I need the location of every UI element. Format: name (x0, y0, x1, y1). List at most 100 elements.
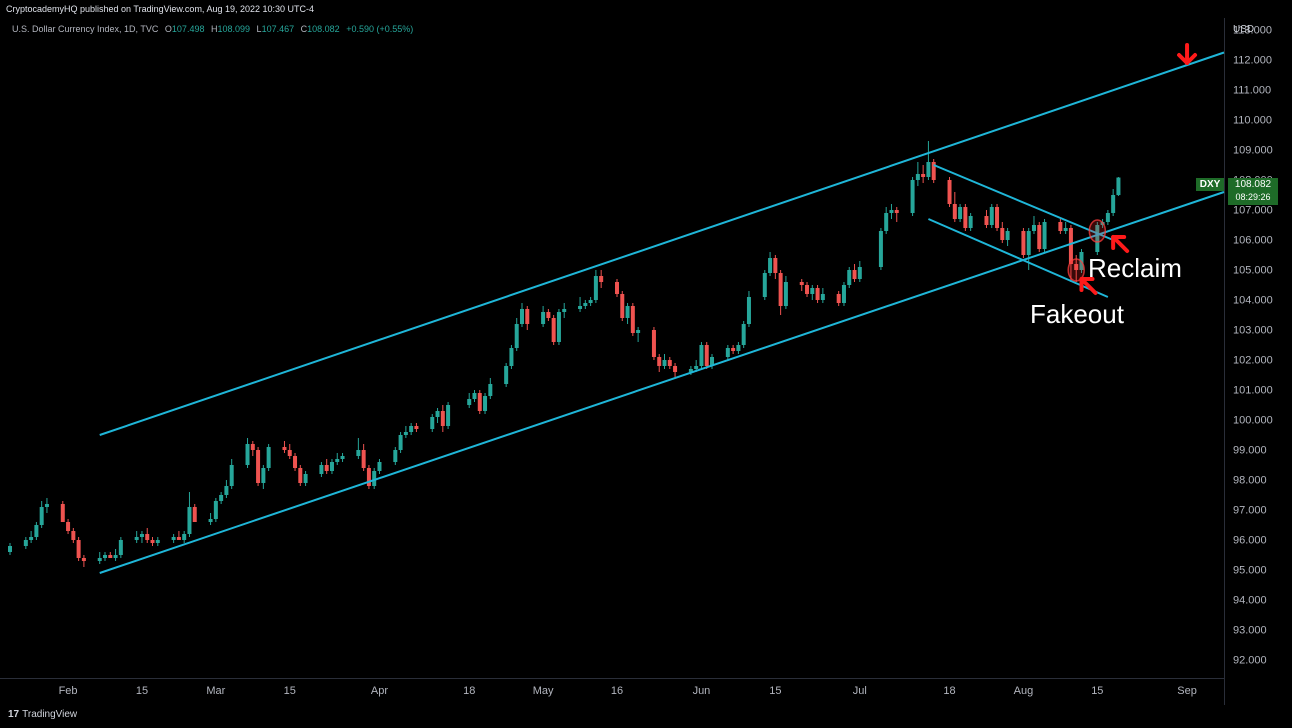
reclaim-circle (1088, 219, 1107, 243)
candle-body (409, 426, 414, 432)
candle (192, 504, 197, 522)
candle (97, 552, 102, 564)
candle (430, 414, 435, 432)
candle-body (483, 396, 488, 411)
candle-body (356, 450, 361, 456)
candle (393, 447, 398, 465)
candle-body (741, 324, 746, 345)
candle (662, 354, 667, 369)
candle-body (541, 312, 546, 324)
candle (588, 297, 593, 306)
tradingview-brand: TradingView (22, 709, 78, 720)
candle (261, 465, 266, 489)
price-axis[interactable]: 92.000 93.000 94.000 95.000 96.000 97.000 98.0… (1233, 25, 1273, 667)
candle-body (467, 399, 472, 405)
candle (578, 297, 583, 312)
candle (878, 228, 883, 270)
price-tick-label: 109.000 (1233, 145, 1273, 157)
candle (182, 531, 187, 543)
price-tick-label: 110.000 (1233, 115, 1272, 127)
candle-body (952, 204, 957, 219)
candle (889, 204, 894, 219)
symbol-description: U.S. Dollar Currency Index, 1D, TVC (12, 24, 159, 34)
candle-body (799, 282, 804, 285)
candle-body (805, 285, 810, 294)
candle (23, 537, 28, 549)
candle-body (984, 216, 989, 225)
candle (324, 459, 329, 474)
candle (736, 342, 741, 354)
candle-body (1058, 222, 1063, 231)
fakeout-arrow (1079, 277, 1098, 295)
candle (134, 531, 139, 543)
tradingview-mark-icon: 17 (8, 709, 20, 720)
candle-body (266, 447, 271, 468)
candle-body (118, 540, 123, 555)
candle-body (667, 360, 672, 366)
candle-body (446, 405, 451, 426)
candle (884, 207, 889, 234)
candle-body (926, 162, 931, 177)
candle (488, 378, 493, 399)
candle (409, 423, 414, 435)
candle-body (947, 180, 952, 204)
trendlines[interactable] (99, 51, 1225, 574)
candle-body (435, 411, 440, 417)
candle (841, 282, 846, 306)
candle (356, 438, 361, 459)
candle-body (562, 309, 567, 312)
candle-body (625, 306, 630, 318)
candle (620, 291, 625, 321)
candle-body (1068, 228, 1073, 264)
candle (176, 531, 181, 540)
candle (583, 300, 588, 309)
candle-body (1111, 195, 1116, 213)
time-axis[interactable]: Feb 15 Mar 15 Apr 18 May 16 Jun 15 Jul 18 Aug 15 Sep (59, 685, 1197, 697)
candle (446, 402, 451, 429)
price-tick-label: 92.000 (1233, 655, 1267, 667)
time-tick-label: 15 (1091, 685, 1103, 697)
candle-body (894, 210, 899, 213)
candle-body (377, 462, 382, 471)
publish-bar: CryptocademyHQ published on TradingView.… (0, 0, 1292, 18)
candle-body (519, 309, 524, 324)
candle (1068, 225, 1073, 282)
time-tick-label: Jul (853, 685, 867, 697)
ohlc-close-label: C (300, 24, 308, 34)
time-tick-label: Feb (59, 685, 78, 697)
price-tick-label: 105.000 (1233, 265, 1273, 277)
ohlc-high-value: 108.099 (217, 24, 251, 34)
time-tick-label: Apr (371, 685, 388, 697)
price-tick-label: 93.000 (1233, 625, 1267, 637)
candle (857, 261, 862, 282)
price-tick-label: 94.000 (1233, 595, 1267, 607)
candle-body (688, 369, 693, 372)
price-tick-label: 101.000 (1233, 385, 1273, 397)
candle (472, 390, 477, 402)
candle-body (878, 231, 883, 267)
candle (778, 270, 783, 315)
candle (219, 492, 224, 504)
tradingview-logo[interactable]: 17 TradingView (8, 709, 77, 720)
candle (1031, 216, 1036, 234)
candle (725, 345, 730, 360)
candle-body (393, 450, 398, 462)
candle-body (704, 345, 709, 366)
candle-body (29, 537, 34, 540)
bar-countdown: 08:29:26 (1235, 192, 1271, 202)
candles (8, 141, 1121, 567)
candle (968, 213, 973, 231)
candle (556, 309, 561, 345)
candle-body (182, 534, 187, 540)
target-arrow (1177, 43, 1198, 65)
candle-body (1021, 231, 1026, 255)
candle (731, 345, 736, 354)
candle (699, 342, 704, 369)
candle (519, 303, 524, 327)
price-tick-label: 95.000 (1233, 565, 1267, 577)
candle (1095, 222, 1100, 255)
price-tick-label: 96.000 (1233, 535, 1267, 547)
candle (213, 498, 218, 522)
candle (435, 408, 440, 423)
